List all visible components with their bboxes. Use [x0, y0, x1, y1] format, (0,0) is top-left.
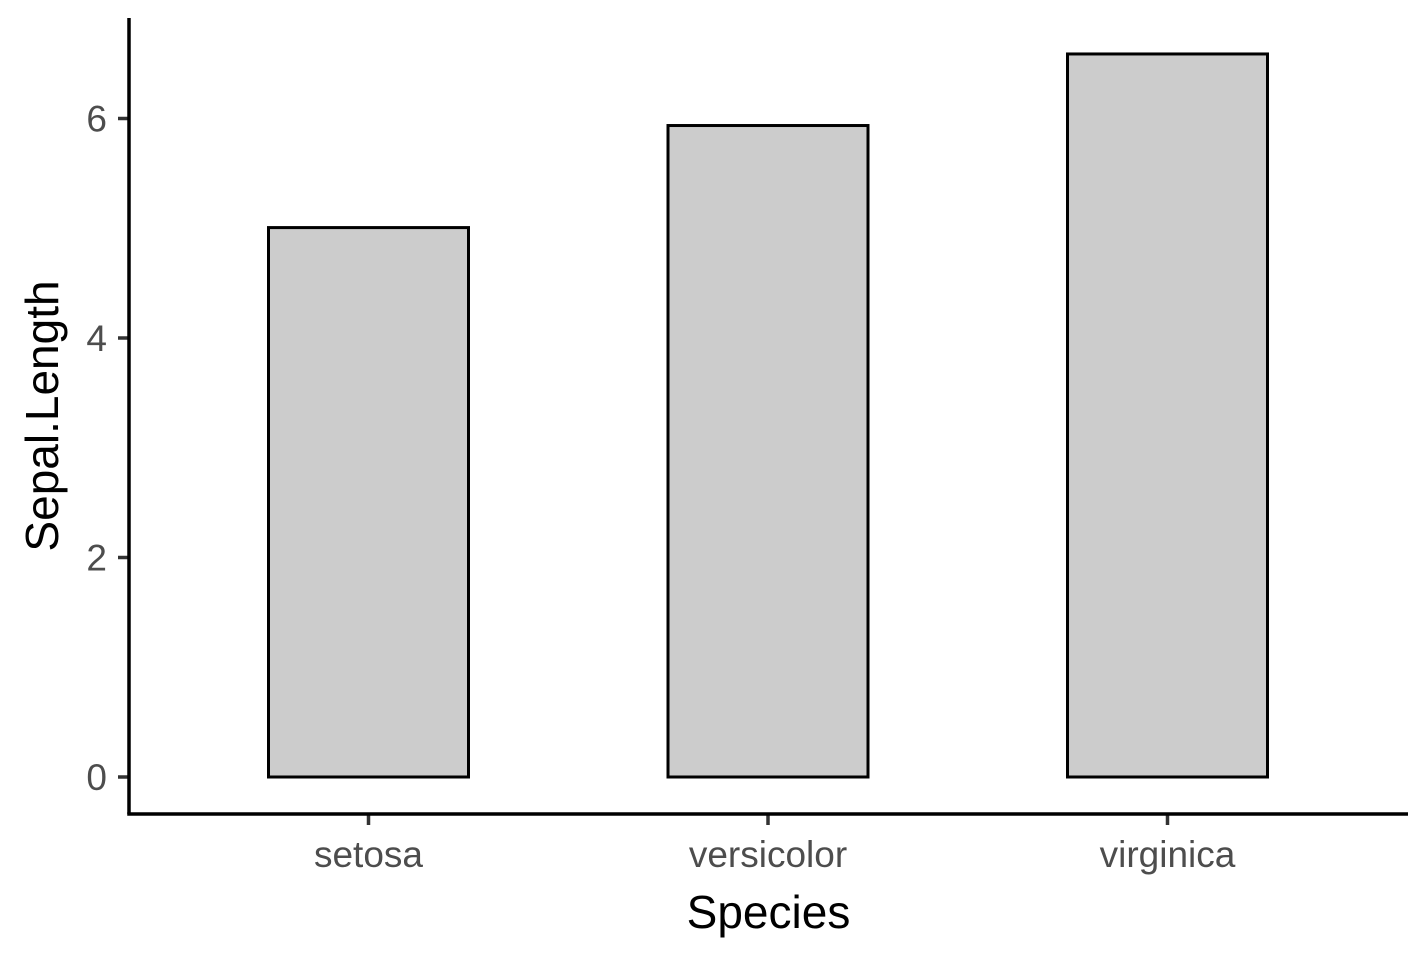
y-axis-ticks: 0 2 4 6	[86, 99, 129, 798]
bar-setosa	[267, 226, 470, 779]
x-tick-label-virginica: virginica	[1100, 834, 1236, 875]
x-axis-ticks: setosa versicolor virginica	[314, 814, 1236, 875]
x-tick-label-versicolor: versicolor	[689, 834, 847, 875]
y-axis-title: Sepal.Length	[16, 280, 68, 551]
x-tick-label-setosa: setosa	[314, 834, 423, 875]
bars	[267, 52, 1269, 779]
bar-virginica	[1066, 52, 1269, 779]
y-tick-label: 4	[86, 318, 107, 359]
y-tick-label: 2	[86, 538, 107, 579]
y-tick-label: 6	[86, 99, 107, 140]
x-axis-title: Species	[687, 886, 851, 938]
bar-versicolor	[666, 124, 870, 779]
y-tick-label: 0	[86, 757, 107, 798]
